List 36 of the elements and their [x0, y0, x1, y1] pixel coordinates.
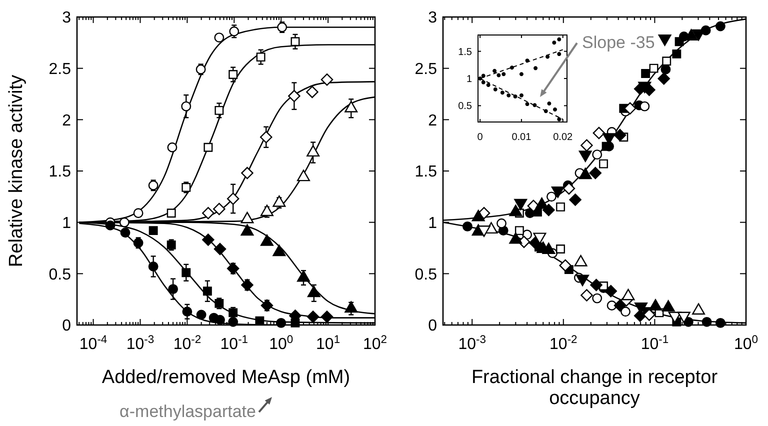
y-tick-label: 1.5 — [48, 164, 72, 181]
x-tick-label: 10$^{0}$ — [734, 334, 758, 353]
y-tick-label: 2.5 — [414, 60, 438, 78]
y-axis-title: Relative kinase activity — [6, 74, 27, 268]
x-tick-label: 10$^{0}$ — [269, 334, 294, 353]
y-tick-label: 3 — [62, 10, 72, 27]
y-tick-label: 1.5 — [414, 164, 438, 181]
y-tick-label: 2 — [62, 112, 72, 130]
y-tick-label: 1 — [428, 214, 438, 232]
x-axis-title: Added/removed MeAsp (mM) — [102, 367, 350, 388]
y-tick-label: 0 — [62, 318, 72, 335]
x-tick-label: 10$^{-1}$ — [220, 334, 248, 353]
x-tick-label: 0.01 — [512, 132, 532, 143]
x-tick-label: 10$^{-2}$ — [550, 334, 578, 353]
x-tick-label: 10$^{1}$ — [316, 334, 340, 353]
y-tick-label: 0.5 — [48, 266, 72, 284]
x-tick-label: 10$^{2}$ — [362, 334, 388, 353]
x-axis-title: Fractional change in receptor occupancy — [471, 367, 718, 409]
y-tick-label: 1.5 — [458, 46, 472, 58]
x-tick-label: 0 — [477, 132, 484, 143]
y-tick-label: 2.5 — [48, 60, 72, 78]
x-tick-label: 10$^{-3}$ — [458, 334, 486, 353]
y-tick-label: 2 — [428, 112, 438, 130]
y-tick-label: 0.5 — [414, 266, 438, 284]
y-tick-label: 0.5 — [458, 101, 472, 112]
x-tick-label: 0.02 — [553, 132, 574, 143]
x-tick-label: 10$^{-3}$ — [126, 334, 154, 353]
x-tick-label: 10$^{-1}$ — [640, 334, 669, 353]
y-tick-label: 1 — [466, 74, 472, 85]
x-tick-label: 10$^{-2}$ — [173, 334, 202, 353]
annotation: Slope -35 — [582, 33, 655, 52]
text: α-methylaspartate — [120, 402, 256, 421]
y-tick-label: 1 — [62, 214, 72, 232]
x-tick-label: 10$^{-4}$ — [79, 334, 108, 353]
y-tick-label: 3 — [428, 10, 438, 27]
y-tick-label: 0 — [428, 318, 438, 335]
